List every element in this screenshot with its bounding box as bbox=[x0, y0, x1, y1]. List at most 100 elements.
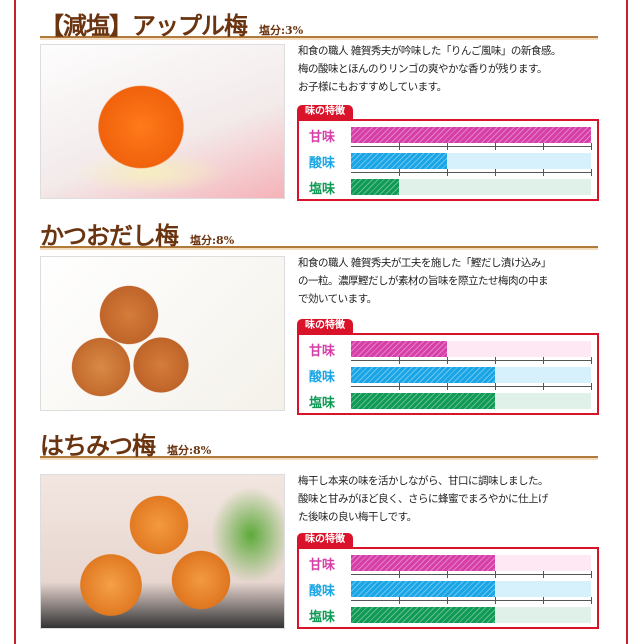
scale-tick bbox=[543, 143, 544, 150]
taste-track bbox=[351, 607, 591, 623]
description-line: 和食の職人 雑賀秀夫が吟味した「りんご風味」の新食感。 bbox=[298, 45, 561, 57]
taste-label: 甘味 bbox=[309, 130, 336, 145]
product-name: かつおだし梅 bbox=[40, 221, 179, 250]
salt-content: 塩分:3% bbox=[259, 24, 304, 37]
scale-tick bbox=[399, 357, 400, 364]
scale-tick bbox=[447, 597, 448, 604]
taste-track bbox=[351, 127, 591, 143]
scale-axis bbox=[351, 357, 592, 364]
taste-label: 甘味 bbox=[309, 558, 336, 573]
taste-label: 塩味 bbox=[309, 610, 336, 625]
description-line: の一粒。濃厚鰹だしが素材の旨味を際立たせ梅肉の中ま bbox=[298, 275, 549, 287]
scale-tick bbox=[447, 143, 448, 150]
product-name: はちみつ梅 bbox=[40, 431, 156, 460]
taste-label: 甘味 bbox=[309, 344, 336, 359]
taste-row-sour: 酸味 bbox=[299, 578, 597, 600]
taste-chart: 甘味 酸味 塩味 bbox=[297, 333, 599, 415]
taste-track bbox=[351, 153, 591, 169]
scale-tick bbox=[543, 597, 544, 604]
product-section: 【減塩】アップル梅 塩分:3% 和食の職人 雑賀秀夫が吟味した「りんご風味」の新… bbox=[40, 2, 600, 210]
taste-row-salty: 塩味 bbox=[299, 604, 597, 626]
salt-content: 塩分:8% bbox=[190, 234, 235, 247]
taste-track bbox=[351, 393, 591, 409]
scale-tick bbox=[543, 169, 544, 176]
scale-tick bbox=[495, 169, 496, 176]
product-description: 梅干し本来の味を活かしながら、甘口に調味しました。 酸味と甘みがほど良く、さらに蜂… bbox=[298, 472, 608, 526]
product-description: 和食の職人 雑賀秀夫が吟味した「りんご風味」の新食感。 梅の酸味とほんのりリンゴの… bbox=[298, 42, 608, 96]
product-photo bbox=[40, 474, 285, 629]
taste-row-sweet: 甘味 bbox=[299, 338, 597, 360]
taste-bar-salty bbox=[351, 607, 495, 623]
taste-label: 酸味 bbox=[309, 584, 336, 599]
taste-track bbox=[351, 581, 591, 597]
scale-tick bbox=[447, 169, 448, 176]
scale-tick bbox=[399, 169, 400, 176]
taste-tab-label: 味の特徴 bbox=[297, 319, 353, 333]
taste-bar-sweet bbox=[351, 555, 495, 571]
scale-tick bbox=[543, 357, 544, 364]
product-title-bar: 【減塩】アップル梅 塩分:3% bbox=[40, 2, 598, 40]
taste-tab-label: 味の特徴 bbox=[297, 533, 353, 547]
scale-axis bbox=[351, 383, 592, 390]
scale-tick bbox=[495, 383, 496, 390]
taste-label: 酸味 bbox=[309, 156, 336, 171]
product-name: 【減塩】アップル梅 bbox=[40, 11, 248, 40]
scale-axis bbox=[351, 571, 592, 578]
taste-row-sweet: 甘味 bbox=[299, 552, 597, 574]
scale-tick bbox=[399, 571, 400, 578]
product-photo bbox=[40, 256, 285, 411]
scale-tick bbox=[399, 597, 400, 604]
description-line: 梅干し本来の味を活かしながら、甘口に調味しました。 bbox=[298, 475, 549, 487]
product-photo bbox=[40, 44, 285, 199]
product-section: はちみつ梅 塩分:8% 梅干し本来の味を活かしながら、甘口に調味しました。 酸味と… bbox=[40, 422, 600, 630]
scale-axis bbox=[351, 597, 592, 604]
taste-chart: 甘味 酸味 塩味 bbox=[297, 547, 599, 629]
scale-tick bbox=[591, 357, 592, 364]
taste-chart: 甘味 酸味 塩味 bbox=[297, 119, 599, 201]
scale-axis bbox=[351, 169, 592, 176]
taste-bar-sour bbox=[351, 367, 495, 383]
scale-tick bbox=[399, 143, 400, 150]
scale-tick bbox=[495, 143, 496, 150]
taste-row-sweet: 甘味 bbox=[299, 124, 597, 146]
scale-tick bbox=[447, 571, 448, 578]
taste-label: 塩味 bbox=[309, 182, 336, 197]
scale-tick bbox=[591, 143, 592, 150]
taste-row-salty: 塩味 bbox=[299, 176, 597, 198]
taste-track bbox=[351, 341, 591, 357]
product-section: かつおだし梅 塩分:8% 和食の職人 雑賀秀夫が工夫を施した「鰹だし漬け込み」の… bbox=[40, 212, 600, 420]
taste-track bbox=[351, 367, 591, 383]
taste-track bbox=[351, 555, 591, 571]
scale-tick bbox=[399, 383, 400, 390]
description-line: た後味の良い梅干しです。 bbox=[298, 511, 417, 523]
scale-tick bbox=[591, 383, 592, 390]
taste-row-salty: 塩味 bbox=[299, 390, 597, 412]
description-line: 和食の職人 雑賀秀夫が工夫を施した「鰹だし漬け込み」 bbox=[298, 257, 551, 269]
taste-row-sour: 酸味 bbox=[299, 150, 597, 172]
description-line: 梅の酸味とほんのりリンゴの爽やかな香りが残ります。 bbox=[298, 63, 547, 75]
taste-bar-salty bbox=[351, 179, 399, 195]
product-title-bar: かつおだし梅 塩分:8% bbox=[40, 212, 598, 250]
product-title-bar: はちみつ梅 塩分:8% bbox=[40, 422, 598, 460]
scale-tick bbox=[495, 357, 496, 364]
taste-bar-salty bbox=[351, 393, 495, 409]
scale-tick bbox=[447, 357, 448, 364]
scale-tick bbox=[447, 383, 448, 390]
taste-row-sour: 酸味 bbox=[299, 364, 597, 386]
scale-tick bbox=[543, 383, 544, 390]
scale-tick bbox=[495, 597, 496, 604]
salt-content: 塩分:8% bbox=[167, 444, 212, 457]
scale-tick bbox=[495, 571, 496, 578]
taste-bar-sweet bbox=[351, 127, 591, 143]
description-line: お子様にもおすすめしています。 bbox=[298, 81, 447, 93]
description-line: で効いています。 bbox=[298, 293, 377, 305]
description-line: 酸味と甘みがほど良く、さらに蜂蜜でまろやかに仕上げ bbox=[298, 493, 549, 505]
scale-tick bbox=[591, 571, 592, 578]
product-description: 和食の職人 雑賀秀夫が工夫を施した「鰹だし漬け込み」 の一粒。濃厚鰹だしが素材の旨… bbox=[298, 254, 608, 308]
scale-tick bbox=[543, 571, 544, 578]
scale-axis bbox=[351, 143, 592, 150]
scale-tick bbox=[591, 169, 592, 176]
taste-track bbox=[351, 179, 591, 195]
taste-tab-label: 味の特徴 bbox=[297, 105, 353, 119]
page-frame bbox=[14, 0, 628, 644]
